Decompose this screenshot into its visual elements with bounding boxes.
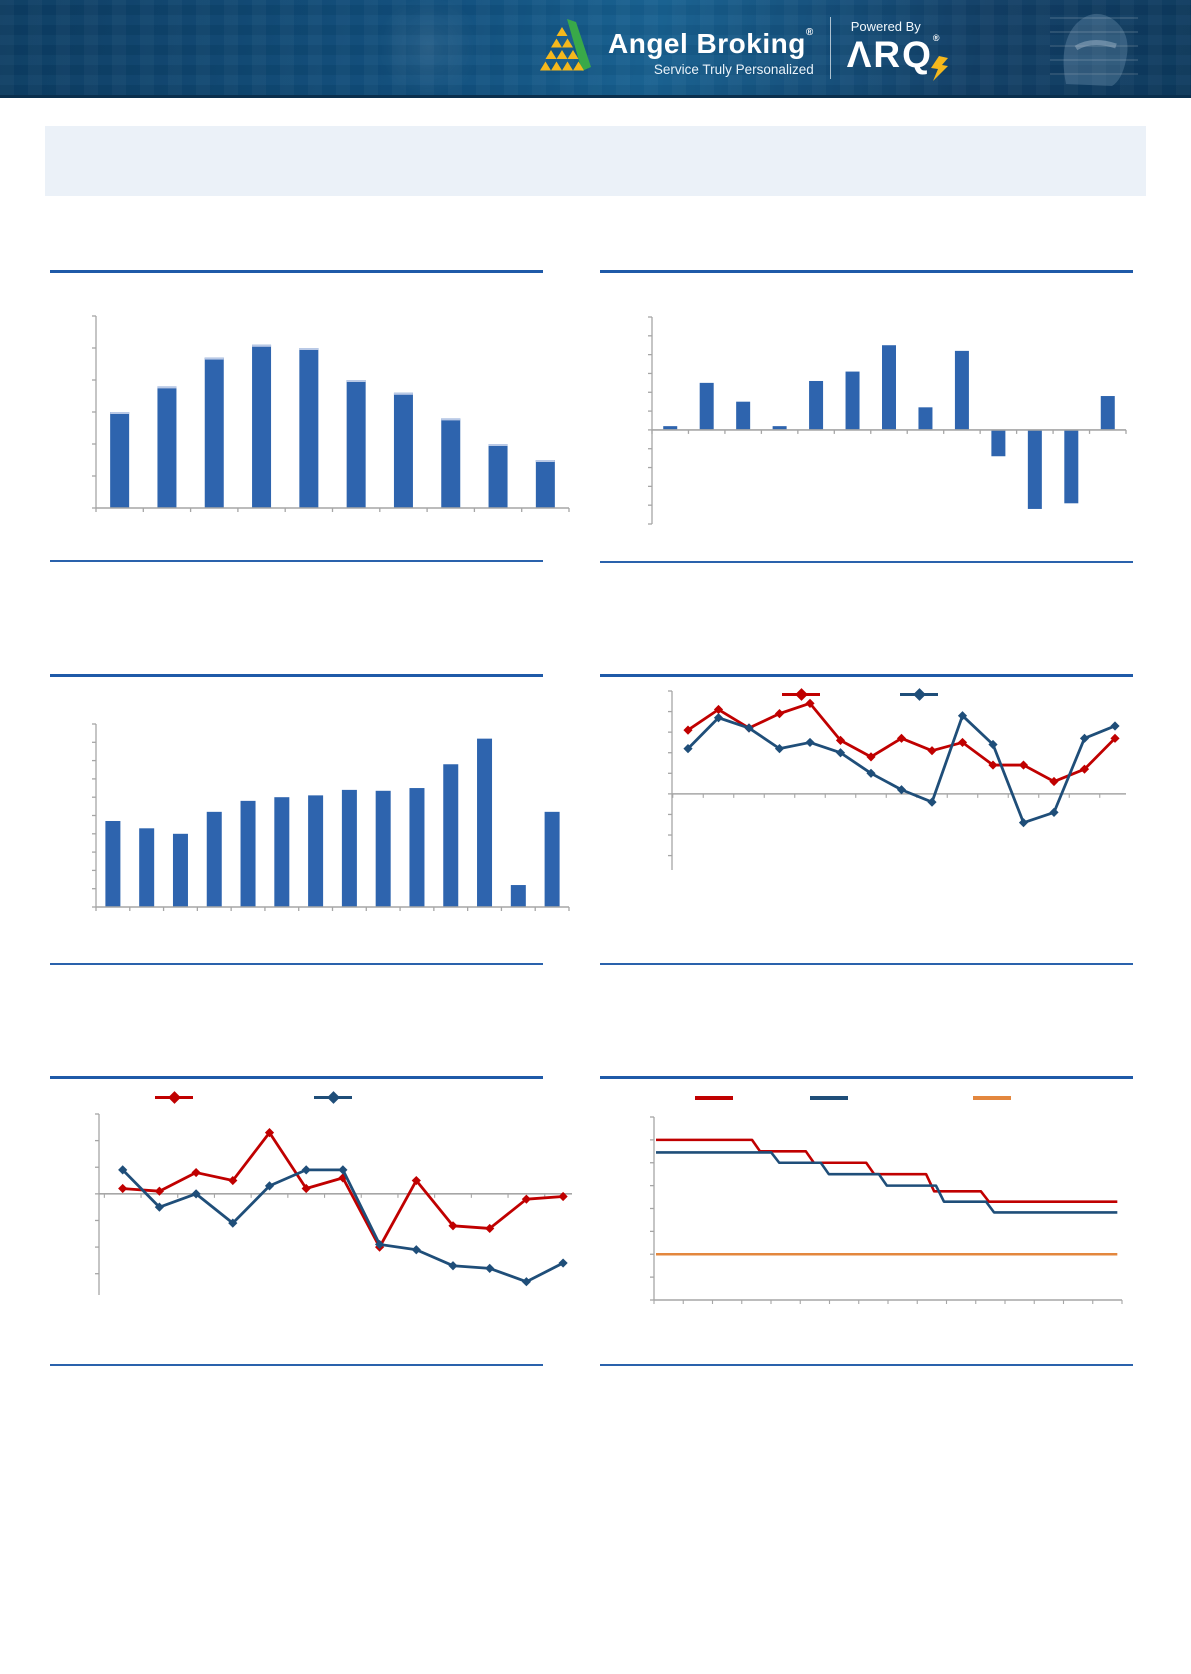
legend-navy-step bbox=[810, 1093, 848, 1102]
bar-chart-mid-left bbox=[50, 676, 583, 931]
report-header: Angel Broking® Service Truly Personalize… bbox=[0, 0, 1191, 98]
title-band bbox=[45, 126, 1146, 196]
angel-broking-brand: Angel Broking® Service Truly Personalize… bbox=[538, 18, 814, 77]
legend-red-series-2 bbox=[155, 1091, 193, 1104]
brand-registered-mark: ® bbox=[805, 27, 814, 38]
brand-name: Angel Broking® bbox=[608, 27, 814, 59]
source-rule-top-right bbox=[600, 561, 1133, 563]
bar-chart-top-right bbox=[600, 272, 1140, 530]
source-rule-bottom-right bbox=[600, 1364, 1133, 1366]
header-pattern-decoration bbox=[0, 0, 1191, 95]
brand-text: Angel Broking® Service Truly Personalize… bbox=[608, 28, 814, 77]
legend-navy-series-2 bbox=[314, 1091, 352, 1104]
line-chart-bottom-left bbox=[50, 1080, 583, 1335]
section-rule-top-right bbox=[600, 270, 1133, 273]
legend-orange-flat bbox=[973, 1093, 1011, 1102]
legend-navy-series bbox=[900, 688, 938, 701]
bar-chart-top-left bbox=[50, 272, 583, 530]
section-rule-mid-right bbox=[600, 674, 1133, 677]
arq-logo: ΛRQ® bbox=[847, 33, 948, 82]
source-rule-bottom-left bbox=[50, 1364, 543, 1366]
step-chart-bottom-right bbox=[600, 1080, 1140, 1315]
robot-head-icon bbox=[1050, 13, 1138, 86]
brand-cluster: Angel Broking® Service Truly Personalize… bbox=[538, 0, 948, 95]
source-rule-top-left bbox=[50, 560, 543, 562]
powered-by-arq: Powered By ΛRQ® bbox=[847, 19, 948, 82]
brand-tagline: Service Truly Personalized bbox=[653, 62, 814, 77]
powered-by-label: Powered By bbox=[850, 19, 921, 35]
section-rule-top-left bbox=[50, 270, 543, 273]
legend-red-series bbox=[782, 688, 820, 701]
section-rule-bottom-right bbox=[600, 1076, 1133, 1079]
legend-red-step bbox=[695, 1093, 733, 1102]
arq-lightning-bolt-icon bbox=[930, 56, 948, 82]
header-divider bbox=[829, 16, 831, 79]
source-rule-mid-right bbox=[600, 963, 1133, 965]
section-rule-mid-left bbox=[50, 674, 543, 677]
section-rule-bottom-left bbox=[50, 1076, 543, 1079]
source-rule-mid-left bbox=[50, 963, 543, 965]
angel-broking-logo-icon bbox=[540, 18, 591, 71]
line-chart-mid-right bbox=[600, 676, 1140, 911]
